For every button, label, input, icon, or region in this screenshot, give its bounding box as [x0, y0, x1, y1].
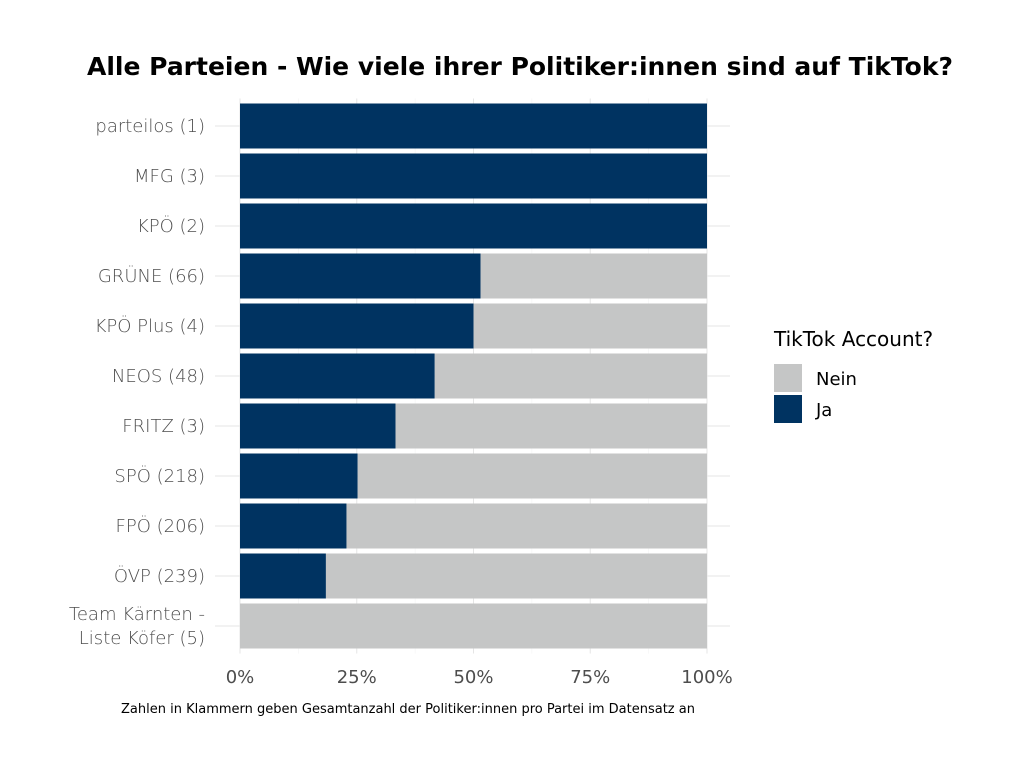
category-label: SPÖ (218)	[114, 465, 205, 487]
category-label: GRÜNE (66)	[98, 265, 205, 287]
bar-ja	[240, 153, 707, 199]
category-label: FRITZ (3)	[122, 416, 205, 437]
category-label: Team Kärnten -Liste Köfer (5)	[69, 604, 205, 649]
legend: TikTok Account? Nein Ja	[773, 327, 933, 423]
category-label: MFG (3)	[134, 166, 205, 187]
bar-nein	[395, 403, 707, 449]
bar-ja	[240, 253, 481, 299]
bar-ja	[240, 453, 358, 499]
bar-nein	[325, 553, 707, 599]
category-label: NEOS (48)	[112, 366, 205, 387]
x-tick-label: 0%	[226, 667, 255, 688]
bar-nein	[240, 603, 707, 649]
bars	[240, 103, 707, 649]
bar-nein	[480, 253, 707, 299]
category-label: KPÖ Plus (4)	[95, 315, 205, 337]
bar-ja	[240, 203, 707, 249]
bar-ja	[240, 353, 435, 399]
category-label: FPÖ (206)	[116, 515, 206, 537]
x-tick-label: 75%	[570, 667, 610, 688]
bar-nein	[357, 453, 707, 499]
chart-title: Alle Parteien - Wie viele ihrer Politike…	[87, 52, 953, 81]
bar-ja	[240, 503, 347, 549]
legend-title: TikTok Account?	[773, 327, 933, 351]
bar-ja	[240, 103, 707, 149]
legend-label-ja: Ja	[815, 400, 832, 421]
x-tick-label: 50%	[453, 667, 493, 688]
category-label: KPÖ (2)	[137, 215, 205, 237]
category-labels: parteilos (1) MFG (3) KPÖ (2) GRÜNE (66) KPÖ…	[69, 116, 205, 649]
x-tick-labels: 0% 25% 50% 75% 100%	[226, 667, 733, 688]
caption: Zahlen in Klammern geben Gesamtanzahl de…	[121, 702, 695, 717]
category-label: parteilos (1)	[95, 116, 205, 137]
category-label: ÖVP (239)	[114, 565, 205, 587]
bar-nein	[346, 503, 707, 549]
legend-key-ja	[774, 395, 802, 423]
x-tick-label: 100%	[681, 667, 732, 688]
legend-key-nein	[774, 364, 802, 392]
legend-label-nein: Nein	[816, 369, 857, 390]
bar-nein	[434, 353, 707, 399]
x-tick-label: 25%	[337, 667, 377, 688]
bar-nein	[473, 303, 707, 349]
bar-ja	[240, 303, 474, 349]
bar-ja	[240, 403, 396, 449]
bar-ja	[240, 553, 326, 599]
